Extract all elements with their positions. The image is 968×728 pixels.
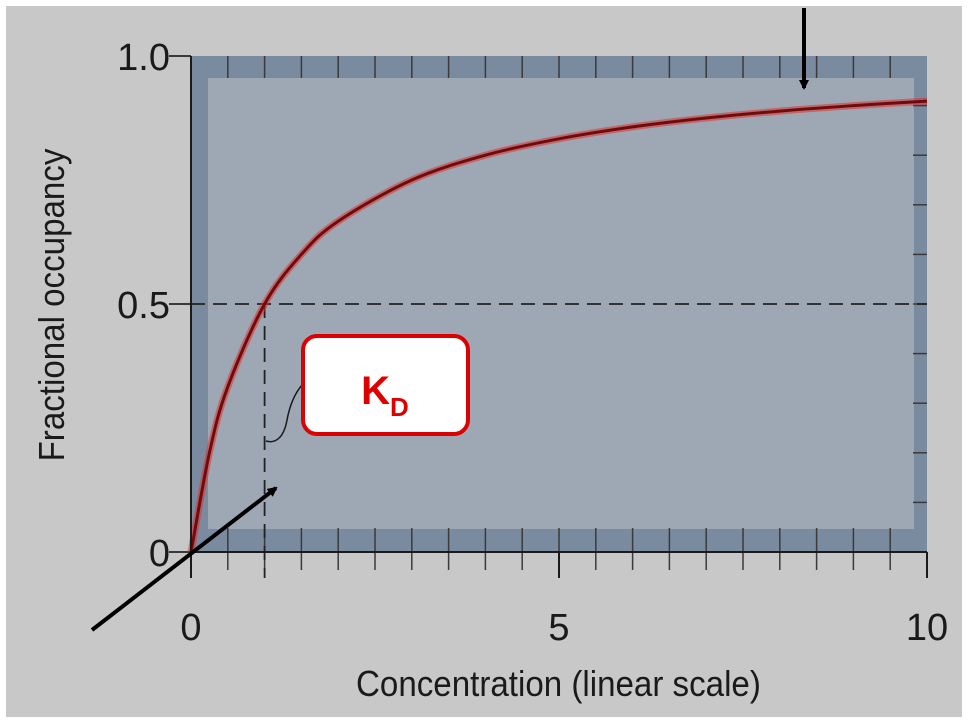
kd-label-text: KD	[361, 369, 409, 422]
y-tick-labels: 0 0.5 1.0	[117, 37, 170, 575]
kd-label-subscript: D	[390, 392, 409, 422]
x-tick-labels: 0 5 10	[180, 607, 948, 649]
y-tick-label: 0	[149, 533, 170, 575]
kd-label-frame	[301, 334, 470, 436]
kd-guide-lines	[191, 303, 927, 578]
y-axis-label: Fractional occupancy	[33, 148, 73, 462]
kd-label-connector	[265, 384, 303, 443]
x-tick-label: 0	[180, 607, 201, 649]
kd-label-main: K	[361, 369, 390, 413]
x-tick-label: 10	[906, 607, 948, 649]
x-tick-label: 5	[548, 607, 569, 649]
x-axis-label: Concentration (linear scale)	[356, 665, 761, 705]
tick-marks	[169, 55, 928, 578]
kd-label-box: KD	[301, 334, 470, 436]
binding-curve-line	[189, 99, 928, 553]
y-tick-label: 1.0	[117, 37, 170, 79]
y-tick-label: 0.5	[117, 285, 170, 327]
arrow-origin	[90, 486, 278, 632]
